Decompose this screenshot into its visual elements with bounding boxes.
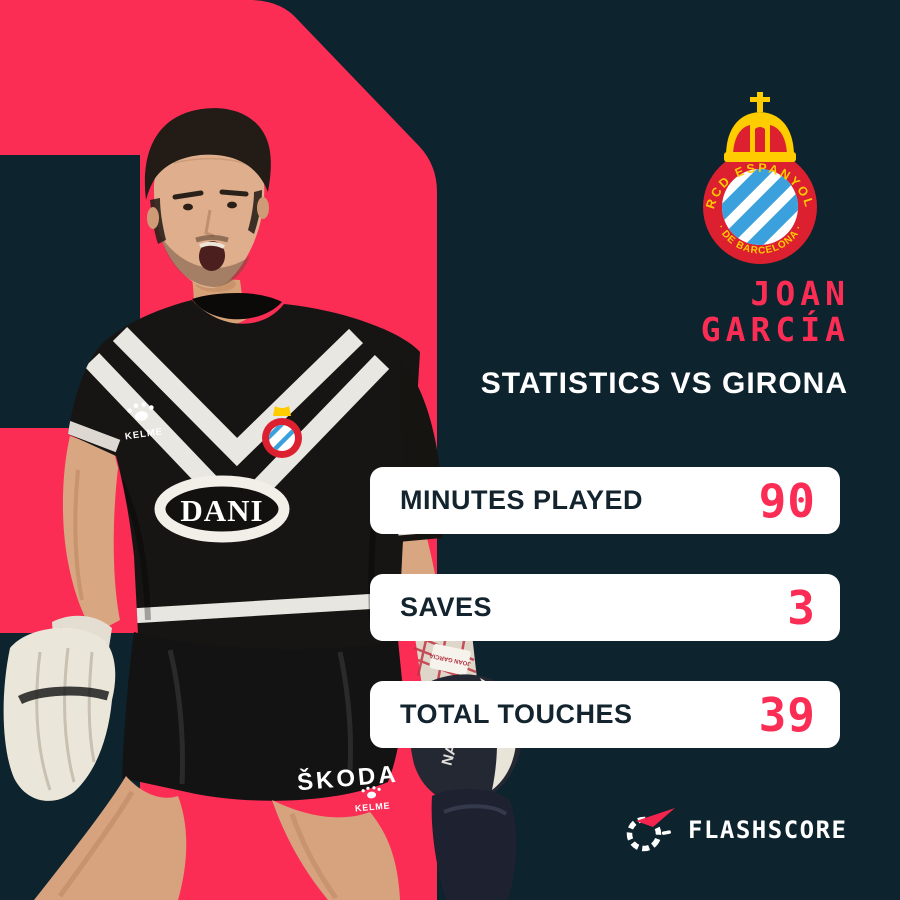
statistics-title: STATISTICS VS GIRONA — [480, 367, 848, 400]
stat-value: 3 — [787, 580, 816, 635]
player-photo: JOAN GARCIA NAT — [3, 108, 524, 900]
stat-value: 39 — [758, 687, 816, 742]
flashscore-logo: FLASHSCORE — [623, 804, 846, 856]
stat-value: 90 — [758, 473, 816, 528]
shorts-kelme-logo: KELME — [354, 786, 391, 814]
player-name: JOAN GARCÍA — [701, 276, 845, 348]
stat-card-saves: SAVES 3 — [370, 574, 840, 641]
shirt-sponsor-text: DANI — [180, 493, 263, 528]
shorts-kelme-text: KELME — [354, 800, 390, 813]
kelme-chest-text: KELME — [124, 426, 163, 442]
flashscore-wordmark: FLASHSCORE — [688, 816, 848, 844]
shirt-sponsor-logo: DANI — [154, 475, 290, 543]
crest-crown — [724, 92, 796, 162]
shirt-crest — [262, 406, 302, 458]
player-last-name: GARCÍA — [700, 310, 850, 349]
kelme-chest-logo: KELME — [124, 402, 164, 442]
left-glove — [3, 615, 116, 801]
espanyol-crest: RCD ESPANYOL · DE BARCELONA · — [703, 92, 817, 264]
stat-label: TOTAL TOUCHES — [400, 699, 633, 729]
stat-card-minutes-played: MINUTES PLAYED 90 — [370, 467, 840, 534]
player-first-name: JOAN — [750, 274, 850, 313]
stat-label: SAVES — [400, 592, 493, 622]
flashscore-spinner-icon — [626, 808, 675, 852]
stat-label: MINUTES PLAYED — [400, 485, 644, 515]
stat-card-total-touches: TOTAL TOUCHES 39 — [370, 681, 840, 748]
